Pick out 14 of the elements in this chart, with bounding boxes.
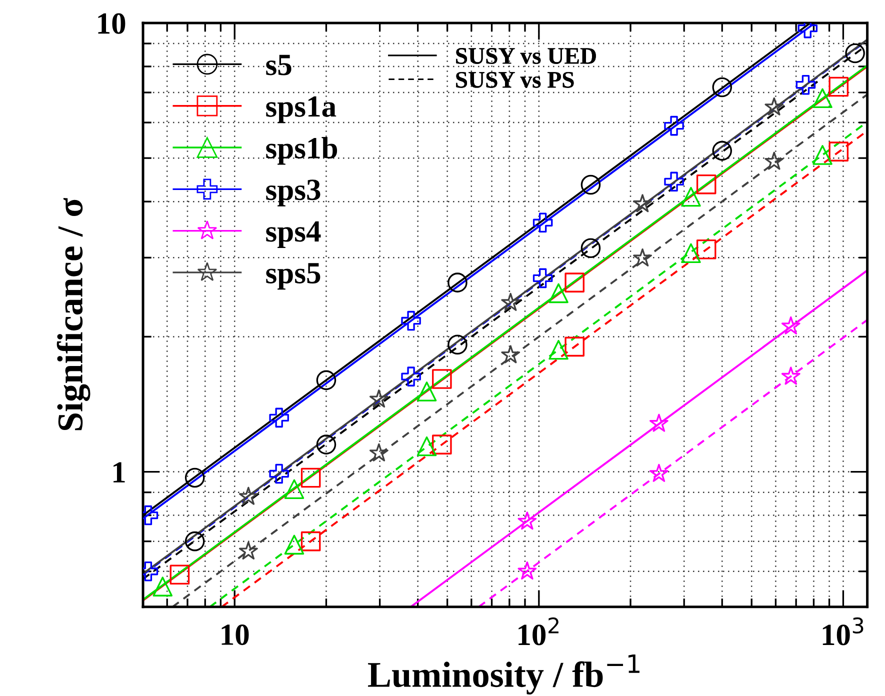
legend-label: sps1a <box>266 96 336 124</box>
x-axis-title: Luminosity / fb$^{−1}$ <box>368 654 640 695</box>
annotation: SUSY vs UED <box>456 48 596 64</box>
legend-label: sps4 <box>266 221 321 248</box>
x-tick-label: 10$^{3}$ <box>822 617 864 646</box>
y-axis-title: Significance / σ <box>56 198 90 430</box>
y-tick-label: 1 <box>114 462 125 482</box>
legend-label: sps5 <box>266 263 320 290</box>
x-tick-label: 10 <box>222 624 249 646</box>
annotation: SUSY vs PS <box>456 72 574 88</box>
legend-label: sps3 <box>266 180 320 206</box>
legend-label: s5 <box>266 54 292 76</box>
x-tick-label: 10$^{2}$ <box>518 617 558 646</box>
legend-label: sps1b <box>266 137 338 165</box>
